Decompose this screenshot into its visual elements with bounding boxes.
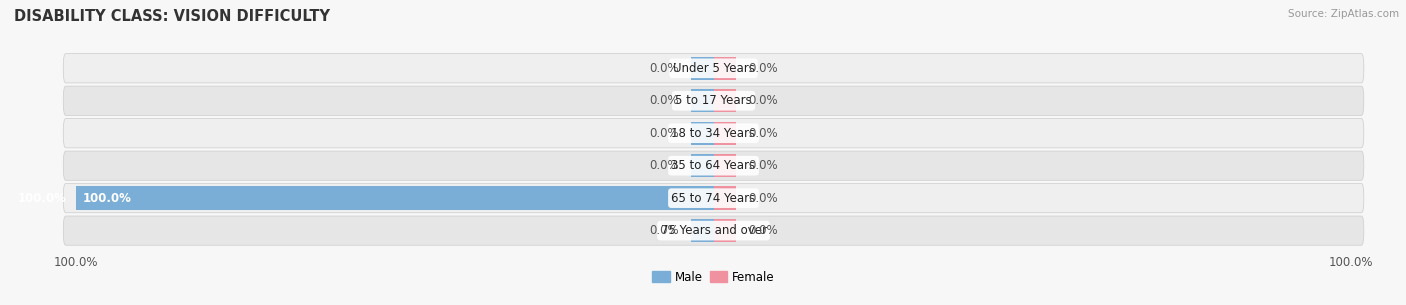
Legend: Male, Female: Male, Female [648,266,779,289]
Text: 5 to 17 Years: 5 to 17 Years [675,94,752,107]
FancyBboxPatch shape [63,216,1364,245]
FancyBboxPatch shape [63,54,1364,83]
Text: 0.0%: 0.0% [648,94,679,107]
Text: 0.0%: 0.0% [748,192,779,205]
Bar [713,57,735,80]
Bar [692,219,713,242]
Bar [692,57,713,80]
FancyBboxPatch shape [63,184,1364,213]
Text: 0.0%: 0.0% [648,224,679,237]
Bar [713,121,735,145]
Bar [76,186,713,210]
Text: 0.0%: 0.0% [748,94,779,107]
Bar [713,154,735,178]
Bar [692,89,713,113]
FancyBboxPatch shape [63,119,1364,148]
Bar [713,89,735,113]
Text: 0.0%: 0.0% [748,224,779,237]
Text: 0.0%: 0.0% [648,62,679,75]
Text: Source: ZipAtlas.com: Source: ZipAtlas.com [1288,9,1399,19]
Text: 65 to 74 Years: 65 to 74 Years [672,192,755,205]
Text: 0.0%: 0.0% [748,159,779,172]
Text: 18 to 34 Years: 18 to 34 Years [672,127,755,140]
FancyBboxPatch shape [63,86,1364,115]
Text: 0.0%: 0.0% [648,159,679,172]
Text: 0.0%: 0.0% [748,62,779,75]
Text: 0.0%: 0.0% [748,127,779,140]
Text: Under 5 Years: Under 5 Years [672,62,755,75]
Text: 100.0%: 100.0% [83,192,131,205]
Bar [692,154,713,178]
Text: 35 to 64 Years: 35 to 64 Years [672,159,755,172]
Bar [713,219,735,242]
Bar [692,121,713,145]
Text: 0.0%: 0.0% [648,127,679,140]
Text: 75 Years and over: 75 Years and over [661,224,766,237]
FancyBboxPatch shape [63,151,1364,180]
Bar [713,186,735,210]
Text: DISABILITY CLASS: VISION DIFFICULTY: DISABILITY CLASS: VISION DIFFICULTY [14,9,330,24]
Text: 100.0%: 100.0% [18,192,66,205]
